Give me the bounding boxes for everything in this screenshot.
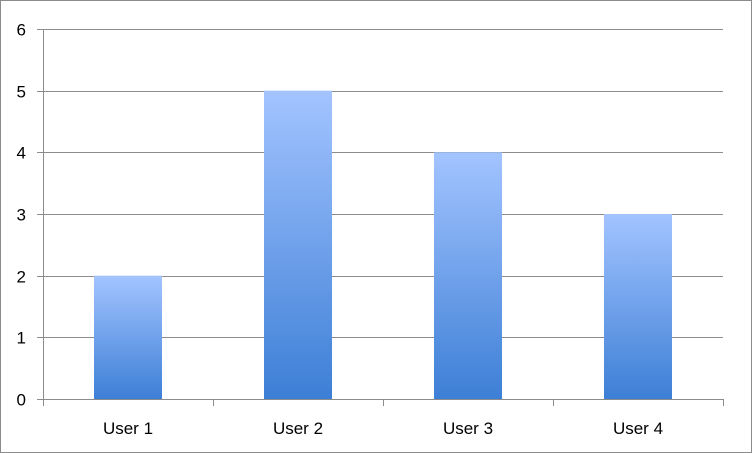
x-tick-label: User 3 [443, 419, 493, 438]
x-tick-label: User 2 [273, 419, 323, 438]
y-tick-label: 5 [17, 83, 26, 102]
x-tick-label: User 1 [103, 419, 153, 438]
axes [37, 29, 724, 406]
y-tick-label: 0 [17, 391, 26, 410]
y-tick-label: 1 [17, 329, 26, 348]
y-tick-label: 6 [17, 21, 26, 40]
bars [94, 90, 672, 400]
bar-user-3 [434, 152, 502, 399]
bar-user-1 [94, 275, 162, 399]
y-tick-label: 2 [17, 268, 26, 287]
bar-user-4 [604, 214, 672, 399]
bar-user-2 [264, 90, 332, 400]
y-tick-label: 4 [17, 144, 26, 163]
x-tick-label: User 4 [613, 419, 663, 438]
y-tick-label: 3 [17, 206, 26, 225]
tick-labels: 0 1 2 3 4 5 6 User 1 User 2 User 3 User 4 [17, 21, 664, 439]
